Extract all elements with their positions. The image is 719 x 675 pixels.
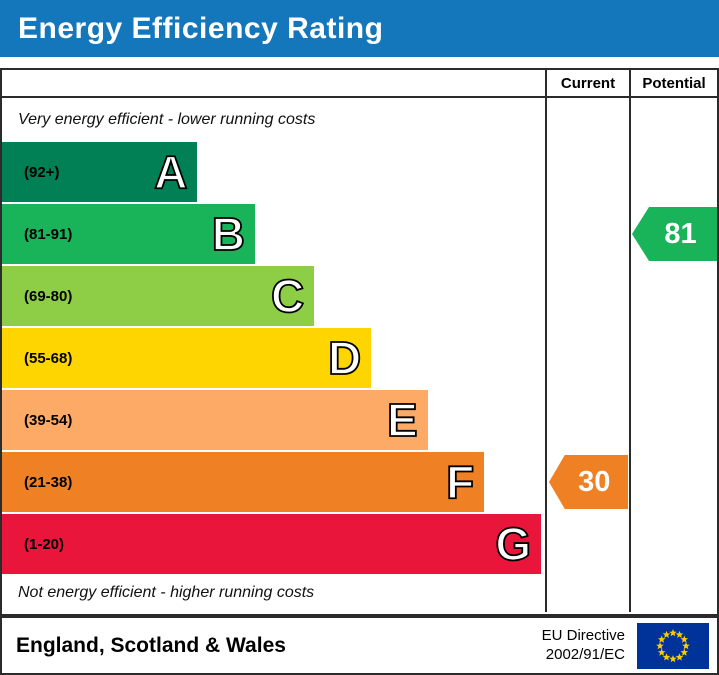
band-bar-e: (39-54) E bbox=[2, 390, 428, 450]
current-column: 30 bbox=[545, 98, 629, 612]
title-banner: Energy Efficiency Rating bbox=[0, 0, 719, 57]
energy-rating-chart: Current Potential Very energy efficient … bbox=[0, 68, 719, 616]
column-header-current: Current bbox=[545, 70, 629, 96]
column-header-row: Current Potential bbox=[2, 70, 717, 98]
band-bar-d: (55-68) D bbox=[2, 328, 372, 388]
potential-rating-value: 81 bbox=[664, 217, 697, 250]
note-bottom: Not energy efficient - higher running co… bbox=[18, 584, 315, 601]
band-range: (81-91) bbox=[24, 225, 73, 243]
note-top: Very energy efficient - lower running co… bbox=[18, 111, 316, 128]
footer: England, Scotland & Wales EU Directive 2… bbox=[0, 616, 719, 675]
bands-column: Very energy efficient - lower running co… bbox=[2, 98, 545, 612]
eu-directive-label: EU Directive 2002/91/EC bbox=[542, 627, 625, 665]
band-row-e: (39-54) E bbox=[2, 390, 545, 452]
band-row-c: (69-80) C bbox=[2, 266, 545, 328]
band-bar-f: (21-38) F bbox=[2, 452, 485, 512]
band-row-b: (81-91) B bbox=[2, 204, 545, 266]
band-bar-g: (1-20) G bbox=[2, 514, 542, 574]
band-range: (39-54) bbox=[24, 411, 73, 429]
current-rating-marker: 30 bbox=[549, 455, 628, 509]
band-letter: D bbox=[327, 332, 362, 384]
band-range: (55-68) bbox=[24, 349, 73, 367]
band-letter: B bbox=[211, 208, 246, 260]
band-bar-b: (81-91) B bbox=[2, 204, 256, 264]
eu-flag-icon bbox=[637, 622, 709, 669]
band-bar-c: (69-80) C bbox=[2, 266, 315, 326]
band-letter: A bbox=[153, 146, 188, 198]
band-row-d: (55-68) D bbox=[2, 328, 545, 390]
band-letter: C bbox=[270, 270, 305, 322]
column-header-potential: Potential bbox=[629, 70, 717, 96]
current-rating-value: 30 bbox=[578, 465, 611, 498]
band-bar-a: (92+) A bbox=[2, 142, 198, 202]
band-letter: F bbox=[445, 456, 475, 508]
page-title: Energy Efficiency Rating bbox=[18, 11, 384, 45]
band-row-f: (21-38) F bbox=[2, 452, 545, 514]
potential-column: 81 bbox=[629, 98, 717, 612]
chart-body: Very energy efficient - lower running co… bbox=[2, 98, 717, 612]
band-range: (1-20) bbox=[24, 535, 65, 553]
eu-directive-line1: EU Directive bbox=[541, 626, 625, 644]
band-row-a: (92+) A bbox=[2, 142, 545, 204]
band-range: (69-80) bbox=[24, 287, 73, 305]
band-letter: G bbox=[495, 518, 533, 570]
band-row-g: (1-20) G bbox=[2, 514, 545, 576]
band-range: (21-38) bbox=[24, 473, 73, 491]
column-header-spacer bbox=[2, 70, 545, 96]
band-letter: E bbox=[386, 394, 418, 446]
band-range: (92+) bbox=[24, 163, 60, 181]
eu-directive-line2: 2002/91/EC bbox=[545, 645, 625, 663]
region-label: England, Scotland & Wales bbox=[16, 633, 286, 657]
potential-rating-marker: 81 bbox=[632, 207, 717, 261]
